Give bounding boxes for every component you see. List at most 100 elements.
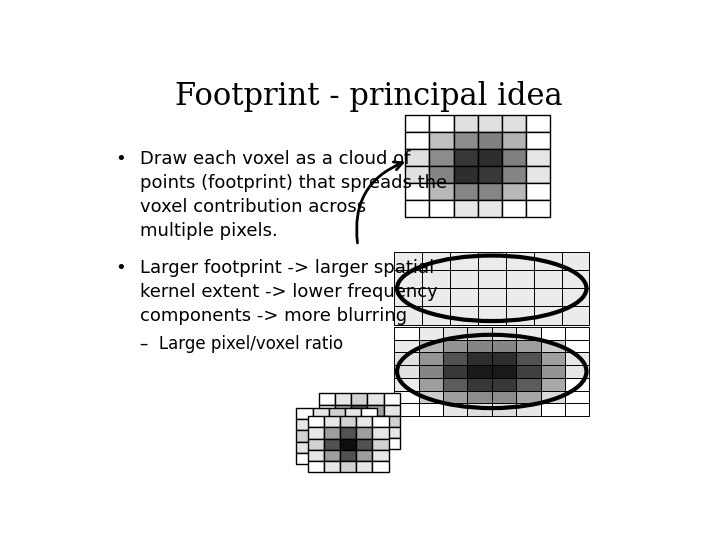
Bar <box>297 408 312 419</box>
Bar <box>418 340 443 352</box>
Bar <box>394 288 422 307</box>
Bar <box>307 461 324 472</box>
Bar <box>478 252 505 270</box>
Text: •: • <box>115 259 126 277</box>
Bar <box>405 132 429 148</box>
Bar <box>367 416 384 427</box>
Bar <box>384 416 400 427</box>
Bar <box>478 183 502 200</box>
Bar <box>319 438 335 449</box>
Text: Footprint - principal idea: Footprint - principal idea <box>175 82 563 112</box>
Text: Larger footprint -> larger spatial: Larger footprint -> larger spatial <box>140 259 434 277</box>
Bar <box>405 114 429 132</box>
Bar <box>356 450 372 461</box>
Bar <box>492 378 516 390</box>
Bar <box>394 340 418 352</box>
Bar <box>454 166 478 183</box>
Bar <box>345 408 361 419</box>
Bar <box>541 327 565 340</box>
Bar <box>307 427 324 438</box>
Bar <box>307 416 324 427</box>
Bar <box>562 307 590 325</box>
Bar <box>340 461 356 472</box>
Bar <box>478 307 505 325</box>
Bar <box>372 416 389 427</box>
Bar <box>565 390 590 403</box>
Bar <box>340 427 356 438</box>
Bar <box>541 403 565 416</box>
Bar <box>526 200 550 217</box>
Bar <box>492 352 516 365</box>
Bar <box>534 252 562 270</box>
Bar <box>297 453 312 464</box>
Bar <box>324 416 340 427</box>
Bar <box>505 307 534 325</box>
Bar <box>329 453 345 464</box>
Bar <box>405 183 429 200</box>
Bar <box>541 378 565 390</box>
Bar <box>478 200 502 217</box>
Bar <box>450 288 478 307</box>
Bar <box>516 352 541 365</box>
Bar <box>312 419 329 430</box>
Bar <box>450 270 478 288</box>
Bar <box>562 270 590 288</box>
Bar <box>324 450 340 461</box>
Bar <box>502 114 526 132</box>
Bar <box>454 148 478 166</box>
Bar <box>526 132 550 148</box>
Text: voxel contribution across: voxel contribution across <box>140 198 366 217</box>
Bar <box>329 430 345 442</box>
Bar <box>312 430 329 442</box>
Bar <box>297 419 312 430</box>
Bar <box>565 365 590 378</box>
Bar <box>384 427 400 438</box>
Bar <box>356 427 372 438</box>
Bar <box>541 352 565 365</box>
Bar <box>405 148 429 166</box>
Bar <box>394 403 418 416</box>
Bar <box>356 461 372 472</box>
Bar <box>478 114 502 132</box>
Bar <box>367 393 384 404</box>
Bar <box>297 442 312 453</box>
Bar <box>450 252 478 270</box>
Bar <box>361 453 377 464</box>
Bar <box>384 438 400 449</box>
Bar <box>443 403 467 416</box>
Bar <box>319 427 335 438</box>
Bar <box>516 365 541 378</box>
Bar <box>324 427 340 438</box>
Bar <box>534 270 562 288</box>
Bar <box>418 378 443 390</box>
Bar <box>345 430 361 442</box>
Bar <box>324 461 340 472</box>
Bar <box>394 327 418 340</box>
Bar <box>351 393 367 404</box>
Bar <box>361 430 377 442</box>
Bar <box>443 365 467 378</box>
Bar <box>492 340 516 352</box>
Bar <box>361 408 377 419</box>
Bar <box>335 427 351 438</box>
Bar <box>429 200 454 217</box>
Bar <box>319 416 335 427</box>
Text: kernel extent -> lower frequency: kernel extent -> lower frequency <box>140 283 438 301</box>
Bar <box>394 378 418 390</box>
Bar <box>394 365 418 378</box>
Bar <box>492 327 516 340</box>
Bar <box>372 438 389 450</box>
Bar <box>478 288 505 307</box>
Bar <box>335 416 351 427</box>
Bar <box>502 183 526 200</box>
Text: multiple pixels.: multiple pixels. <box>140 222 278 240</box>
Bar <box>351 438 367 449</box>
Bar <box>319 404 335 416</box>
Bar <box>367 427 384 438</box>
Bar <box>429 148 454 166</box>
Bar <box>372 450 389 461</box>
Bar <box>312 442 329 453</box>
Bar <box>478 132 502 148</box>
Bar <box>565 327 590 340</box>
Bar <box>467 390 492 403</box>
